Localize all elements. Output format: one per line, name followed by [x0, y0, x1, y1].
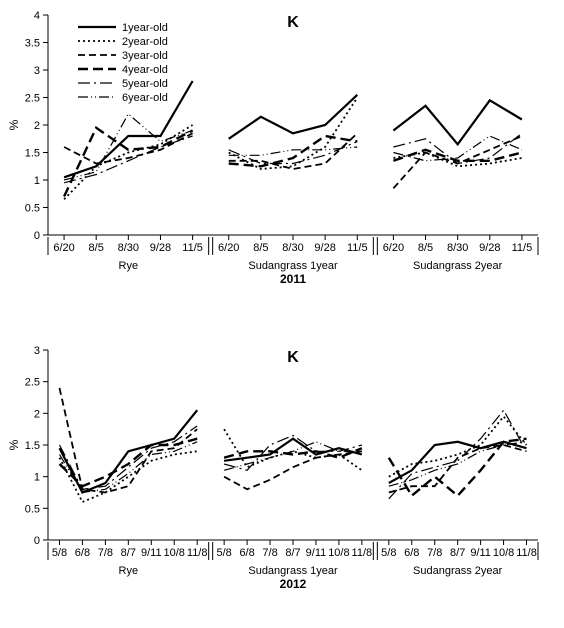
svg-text:6/8: 6/8 [239, 547, 254, 559]
svg-text:11/5: 11/5 [182, 242, 203, 254]
svg-text:2: 2 [34, 120, 40, 132]
svg-text:8/7: 8/7 [450, 547, 465, 559]
svg-text:1.5: 1.5 [25, 148, 40, 160]
legend-label: 5year-old [122, 78, 168, 90]
svg-text:Rye: Rye [119, 565, 139, 577]
svg-text:9/28: 9/28 [314, 242, 335, 254]
svg-text:8/5: 8/5 [89, 242, 104, 254]
svg-text:11/5: 11/5 [512, 242, 533, 254]
svg-text:6/20: 6/20 [383, 242, 404, 254]
svg-text:8/30: 8/30 [282, 242, 303, 254]
svg-text:0.5: 0.5 [25, 503, 40, 515]
series-line [224, 442, 362, 471]
svg-text:8/5: 8/5 [253, 242, 268, 254]
svg-text:7/8: 7/8 [262, 547, 277, 559]
svg-text:4: 4 [34, 10, 40, 22]
series-line [389, 439, 527, 496]
svg-text:3.5: 3.5 [25, 38, 40, 50]
svg-text:2012: 2012 [280, 577, 307, 591]
svg-text:5/8: 5/8 [52, 547, 67, 559]
svg-text:9/28: 9/28 [150, 242, 171, 254]
svg-text:11/5: 11/5 [347, 242, 368, 254]
legend-label: 6year-old [122, 92, 168, 104]
legend-label: 2year-old [122, 36, 168, 48]
svg-text:K: K [287, 14, 299, 31]
series-line [389, 410, 527, 499]
svg-text:3: 3 [34, 345, 40, 357]
svg-text:9/11: 9/11 [470, 547, 491, 559]
svg-text:Sudangrass 1year: Sudangrass 1year [248, 260, 338, 272]
svg-text:%: % [7, 119, 21, 130]
series-line [389, 445, 527, 493]
svg-text:10/8: 10/8 [493, 547, 514, 559]
svg-text:9/11: 9/11 [306, 547, 327, 559]
svg-text:6/8: 6/8 [75, 547, 90, 559]
svg-text:1: 1 [34, 175, 40, 187]
legend-label: 1year-old [122, 22, 168, 34]
svg-text:11/8: 11/8 [516, 547, 537, 559]
svg-text:11/8: 11/8 [187, 547, 208, 559]
svg-text:8/30: 8/30 [118, 242, 139, 254]
svg-text:10/8: 10/8 [328, 547, 349, 559]
svg-text:0: 0 [34, 230, 40, 242]
svg-text:8/30: 8/30 [447, 242, 468, 254]
svg-text:Sudangrass 2year: Sudangrass 2year [413, 565, 503, 577]
svg-text:2011: 2011 [280, 272, 306, 286]
svg-text:2: 2 [34, 408, 40, 420]
svg-text:9/11: 9/11 [141, 547, 162, 559]
svg-text:2.5: 2.5 [25, 377, 40, 389]
series-line [229, 95, 358, 139]
legend-label: 3year-old [122, 50, 168, 62]
svg-text:2.5: 2.5 [25, 93, 40, 105]
series-line [393, 150, 522, 161]
svg-text:1.5: 1.5 [25, 440, 40, 452]
svg-text:%: % [7, 439, 21, 450]
svg-text:1: 1 [34, 472, 40, 484]
svg-text:10/8: 10/8 [164, 547, 185, 559]
svg-text:8/7: 8/7 [285, 547, 300, 559]
legend-label: 4year-old [122, 64, 168, 76]
series-line [64, 136, 193, 183]
svg-text:7/8: 7/8 [427, 547, 442, 559]
svg-text:9/28: 9/28 [479, 242, 500, 254]
series-line [393, 100, 522, 144]
svg-text:6/20: 6/20 [53, 242, 74, 254]
svg-text:0.5: 0.5 [25, 203, 40, 215]
svg-text:8/7: 8/7 [121, 547, 136, 559]
svg-text:6/20: 6/20 [218, 242, 239, 254]
series-line [389, 442, 527, 486]
svg-text:11/8: 11/8 [352, 547, 373, 559]
figure-container: 0 0.5 1 1.5 2 2.5 3 3.5 4% 6/20 8/5 8/30 9/28 11/5 Rye… [0, 0, 564, 628]
svg-text:8/5: 8/5 [418, 242, 433, 254]
svg-text:0: 0 [34, 535, 40, 547]
svg-text:Sudangrass 1year: Sudangrass 1year [248, 565, 338, 577]
svg-text:Sudangrass 2year: Sudangrass 2year [413, 260, 503, 272]
svg-text:5/8: 5/8 [381, 547, 396, 559]
series-line [224, 439, 362, 461]
svg-text:Rye: Rye [119, 260, 139, 272]
series-line [64, 128, 193, 197]
svg-text:3: 3 [34, 65, 40, 77]
svg-text:6/8: 6/8 [404, 547, 419, 559]
series-line [393, 133, 522, 163]
svg-text:K: K [287, 349, 299, 366]
svg-text:7/8: 7/8 [98, 547, 113, 559]
chart-svg: 0 0.5 1 1.5 2 2.5 3 3.5 4% 6/20 8/5 8/30 9/28 11/5 Rye… [0, 0, 564, 628]
svg-text:5/8: 5/8 [216, 547, 231, 559]
series-line [389, 417, 527, 477]
